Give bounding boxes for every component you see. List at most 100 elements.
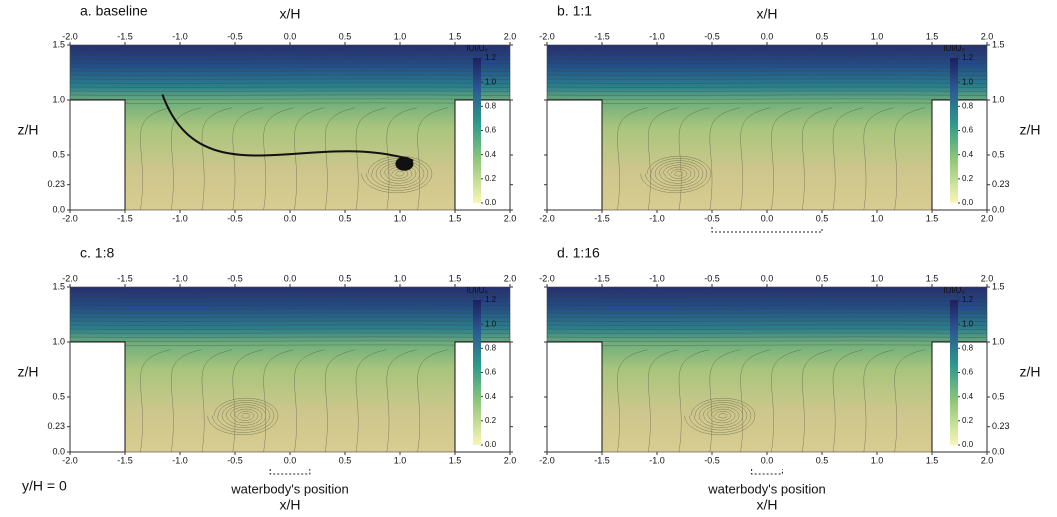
x-tick-label: -1.5 [117, 213, 133, 223]
x-tick-label: -1.0 [649, 31, 665, 41]
x-tick-label: 1.5 [926, 455, 939, 465]
colorbar-label: IUI/U₀ [466, 286, 488, 295]
flow-field [70, 45, 510, 210]
x-tick-label: -2.0 [539, 455, 555, 465]
streamline [698, 404, 744, 428]
x-tick-label: -2.0 [539, 213, 555, 223]
x-tick-label: 0.0 [761, 273, 774, 283]
streamline [645, 158, 708, 191]
streamline [709, 349, 740, 453]
streamline [216, 402, 271, 431]
streamline [678, 107, 710, 211]
x-tick-label: -0.5 [704, 213, 720, 223]
streamline [894, 349, 925, 453]
vortex-line [161, 94, 414, 162]
streamline [236, 411, 255, 421]
streamline [370, 160, 425, 189]
y-tick-label: 0.0 [52, 204, 65, 214]
x-tick-label: -1.0 [649, 455, 665, 465]
x-tick-label: 2.0 [504, 455, 517, 465]
colorbar-tick-label: 0.0 [962, 198, 974, 207]
streamline [263, 349, 294, 453]
streamline [212, 400, 275, 433]
colorbar-tick-label: 0.6 [485, 126, 497, 135]
y-tick-label: 0.5 [52, 391, 65, 401]
streamline [647, 349, 679, 453]
colorbar [473, 300, 481, 445]
streamline [771, 107, 802, 211]
x-tick-label: -2.0 [62, 273, 78, 283]
x-tick-label: -1.5 [594, 273, 610, 283]
streamline [689, 400, 752, 433]
colorbar-tick-label: 0.2 [962, 174, 974, 183]
streamline [201, 349, 233, 453]
streamline [832, 107, 864, 211]
colorbar-tick-label: 1.2 [962, 53, 974, 62]
streamline [366, 158, 429, 191]
streamline [693, 402, 748, 431]
x-tick-label: 0.5 [816, 213, 829, 223]
x-tick-label: 0.0 [284, 213, 297, 223]
streamline [669, 169, 688, 179]
x-tick-label: -2.0 [62, 455, 78, 465]
x-tick-label: 2.0 [504, 213, 517, 223]
streamline [801, 349, 833, 453]
y-tick-label: 1.5 [992, 281, 1005, 291]
streamline [140, 107, 171, 211]
streamline [170, 107, 202, 211]
streamline [417, 107, 448, 211]
streamline [207, 397, 279, 436]
x-tick-label: -1.0 [649, 213, 665, 223]
x-tick-label: 0.5 [339, 31, 352, 41]
x-tick-label: -0.5 [227, 31, 243, 41]
streamline [863, 107, 894, 211]
x-tick-label: 2.0 [981, 455, 994, 465]
streamline [324, 349, 356, 453]
x-tick-label: 1.0 [871, 213, 884, 223]
streamline [740, 349, 771, 453]
colorbar-tick-label: 0.2 [962, 416, 974, 425]
streamline [394, 171, 405, 177]
y-tick-label: 1.0 [52, 94, 65, 104]
streamline [232, 349, 263, 453]
building [546, 341, 603, 453]
x-tick-label: 0.5 [816, 455, 829, 465]
streamline [654, 162, 700, 186]
streamline [386, 349, 417, 453]
streamline [647, 107, 679, 211]
colorbar-tick-label: 1.2 [485, 53, 497, 62]
waterbody-bracket [711, 227, 823, 233]
x-tick-label: 0.0 [284, 273, 297, 283]
panel-title: d. 1:16 [557, 245, 600, 261]
x-tick-label: -1.5 [594, 31, 610, 41]
colorbar-label: IUI/U₀ [943, 286, 965, 295]
colorbar-tick-label: 0.4 [485, 392, 497, 401]
vortex-core [395, 156, 414, 171]
streamline [140, 349, 171, 453]
panel-title: c. 1:8 [80, 245, 114, 261]
waterbody-label: waterbody's position [707, 481, 825, 496]
x-tick-label: 1.5 [449, 213, 462, 223]
y-tick-label: 1.0 [52, 336, 65, 346]
x-tick-label: -0.5 [227, 213, 243, 223]
x-tick-label: -2.0 [539, 273, 555, 283]
streamline [375, 162, 421, 186]
building [69, 341, 126, 453]
x-tick-label: 2.0 [981, 273, 994, 283]
waterbody-label: waterbody's position [230, 481, 348, 496]
streamline [863, 349, 894, 453]
x-tick-label: -1.5 [594, 455, 610, 465]
x-axis-title: x/H [280, 497, 301, 513]
x-tick-label: 1.5 [449, 455, 462, 465]
x-tick-label: 2.0 [504, 273, 517, 283]
colorbar-tick-label: 0.6 [485, 368, 497, 377]
colorbar-tick-label: 0.0 [485, 440, 497, 449]
x-tick-label: 1.0 [871, 273, 884, 283]
flow-field [547, 287, 987, 452]
colorbar-tick-label: 0.4 [485, 150, 497, 159]
colorbar-tick-label: 0.6 [962, 368, 974, 377]
colorbar-label: IUI/U₀ [466, 44, 488, 53]
streamline [263, 107, 294, 211]
streamline [385, 166, 413, 182]
